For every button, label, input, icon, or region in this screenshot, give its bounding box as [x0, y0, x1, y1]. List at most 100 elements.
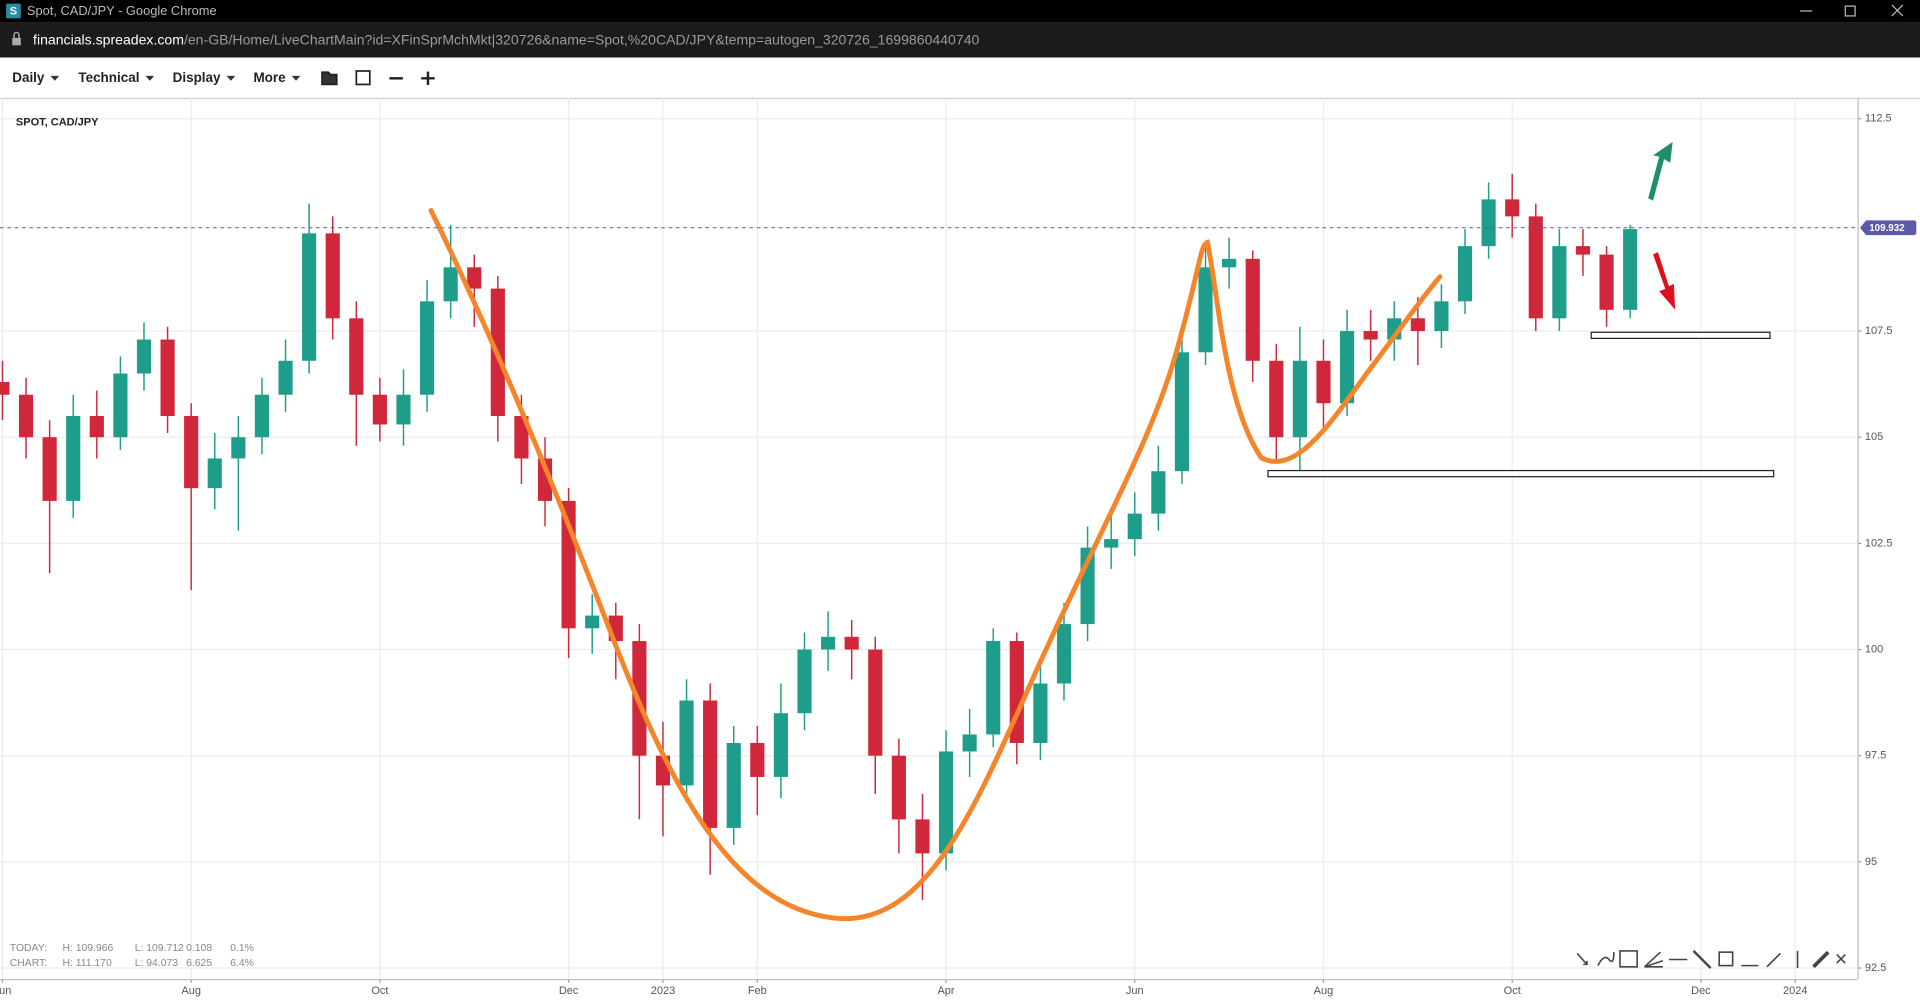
zoom-in-icon[interactable]: [421, 71, 435, 86]
menu-caret: [226, 75, 236, 81]
lock-icon: [12, 37, 21, 46]
candle-body: [1316, 360, 1331, 404]
x-tick-label: Apr: [937, 985, 954, 997]
candle-body: [844, 636, 859, 650]
stats: TODAY: H: 109.966 L: 109.712 0.108 0.1% CHART…: [10, 943, 254, 969]
candle-body: [325, 233, 340, 319]
tool-curve[interactable]: [1597, 952, 1615, 966]
menu-caret: [50, 75, 60, 81]
menu-button[interactable]: Daily: [12, 70, 45, 85]
open-icon[interactable]: [321, 71, 338, 86]
candle-body: [679, 700, 694, 786]
candle-body: [396, 394, 411, 425]
candle-body: [915, 819, 930, 854]
menu-caret: [145, 75, 155, 81]
candles: [0, 173, 1638, 901]
candle-body: [66, 415, 81, 501]
restore-button[interactable]: [1844, 5, 1856, 17]
stat-text: L: 94.073: [135, 958, 179, 969]
y-tick-label: 100: [1865, 643, 1883, 655]
candle-body: [1245, 258, 1260, 361]
window-title: Spot, CAD/JPY - Google Chrome: [27, 3, 217, 18]
save-icon[interactable]: [355, 70, 371, 86]
tool-pointer[interactable]: [1576, 952, 1588, 966]
candle-body: [467, 267, 482, 289]
drawn-rectangle[interactable]: [1590, 331, 1771, 340]
candle-body: [1174, 352, 1190, 472]
tool-delete[interactable]: [1836, 954, 1846, 964]
candle-body: [18, 394, 34, 438]
stat-text: CHART:: [10, 958, 47, 969]
y-tick-label: 97.5: [1865, 750, 1886, 762]
candle-body: [585, 615, 600, 629]
menu-button[interactable]: Display: [173, 70, 221, 85]
tool-fan[interactable]: [1643, 951, 1664, 968]
drawn-cup-handle-curve[interactable]: [428, 208, 1443, 922]
candle-body: [1198, 267, 1213, 353]
x-tick-label: Oct: [1504, 985, 1521, 997]
candle-body: [1292, 360, 1307, 438]
candle-body: [184, 415, 199, 489]
candle-body: [726, 742, 741, 828]
last-price-tag: [1860, 220, 1917, 236]
candle-body: [750, 742, 765, 777]
candle-body: [1505, 199, 1520, 217]
y-tick-label: 105: [1865, 431, 1883, 443]
candle-body: [231, 437, 246, 459]
menu-button[interactable]: More: [253, 70, 286, 85]
candle-body: [821, 636, 836, 650]
candle-body: [797, 649, 812, 714]
down-arrow[interactable]: [1653, 252, 1676, 310]
candle-body: [868, 649, 883, 756]
up-arrow[interactable]: [1648, 141, 1673, 201]
y-tick-label: 107.5: [1865, 325, 1893, 337]
stat-text: L: 109.712: [135, 943, 184, 954]
tool-table[interactable]: [1619, 950, 1638, 968]
tool-ray[interactable]: [1766, 952, 1781, 968]
candle-body: [42, 437, 57, 501]
candle-body: [1552, 246, 1567, 319]
x-tick-label: Oct: [371, 985, 388, 997]
candle-body: [1339, 331, 1355, 404]
candle-body: [773, 713, 788, 777]
toolbar: [0, 57, 1920, 98]
title-bar: [0, 0, 1920, 23]
x-tick-label: Aug: [181, 985, 201, 997]
candle-body: [1434, 301, 1449, 332]
candle-body: [891, 755, 906, 820]
candle-body: [254, 394, 270, 438]
tool-pen[interactable]: [1812, 950, 1830, 969]
stat-text: 6.4%: [230, 958, 254, 969]
candle-body: [207, 458, 222, 489]
lock-shackle: [13, 31, 20, 38]
candle-body: [1528, 216, 1543, 319]
candle-body: [89, 415, 104, 438]
address-bar[interactable]: [0, 22, 1920, 58]
x-tick-label: Aug: [1314, 985, 1334, 997]
candle-body: [986, 641, 1001, 735]
tool-rect[interactable]: [1718, 951, 1734, 967]
candle-body: [349, 318, 364, 395]
x-tick-label: Dec: [1691, 985, 1711, 997]
app-icon-letter: S: [10, 6, 17, 18]
candle-body: [113, 373, 128, 438]
url[interactable]: financials.spreadex.com/en-GB/Home/LiveC…: [33, 31, 979, 47]
candle-body: [1269, 360, 1284, 438]
stat-text: H: 111.170: [62, 958, 112, 969]
tool-trend[interactable]: [1692, 950, 1712, 969]
candle-body: [278, 360, 293, 395]
stat-text: H: 109.966: [62, 943, 113, 954]
close-button[interactable]: [1891, 4, 1904, 17]
candle-body: [1599, 254, 1614, 310]
candle-body: [1151, 471, 1166, 514]
candle-body: [1457, 246, 1473, 302]
candle-body: [1410, 318, 1425, 332]
candle-body: [372, 394, 387, 425]
stat-text: TODAY:: [10, 943, 47, 954]
app-icon: [6, 3, 21, 19]
menu-button[interactable]: Technical: [78, 70, 139, 85]
candle-body: [1363, 331, 1378, 340]
drawn-rectangle[interactable]: [1267, 469, 1775, 478]
candle-body: [1056, 624, 1072, 684]
